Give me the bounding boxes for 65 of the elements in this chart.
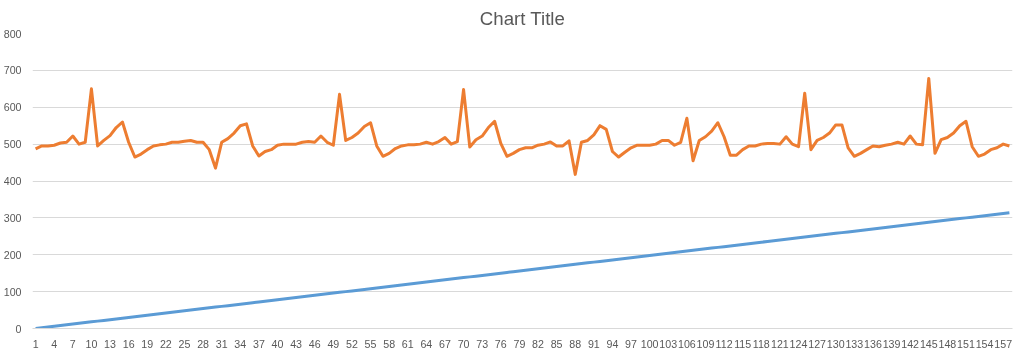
x-tick-label: 7 [69, 337, 76, 350]
x-tick-label: 37 [252, 337, 265, 350]
y-tick-label: 800 [3, 27, 22, 40]
x-tick-label: 31 [215, 337, 228, 350]
line-series [34, 211, 1011, 329]
x-tick-label: 25 [178, 337, 191, 350]
x-tick-label: 124 [789, 337, 808, 350]
x-tick-label: 142 [901, 337, 920, 350]
x-tick-label: 76 [494, 337, 507, 350]
x-tick-label: 115 [734, 337, 752, 350]
y-tick-label: 300 [3, 211, 22, 224]
x-tick-label: 28 [197, 337, 210, 350]
line-series [34, 76, 1011, 176]
x-tick-label: 139 [882, 337, 901, 350]
x-tick-label: 46 [308, 337, 321, 350]
chart-title: Chart Title [479, 7, 565, 29]
x-tick-label: 100 [640, 337, 659, 350]
x-tick-label: 85 [550, 337, 563, 350]
x-tick-label: 22 [159, 337, 172, 350]
x-tick-label: 109 [696, 337, 715, 350]
x-tick-label: 154 [975, 337, 994, 350]
x-tick-label: 70 [457, 337, 470, 350]
y-tick-label: 500 [3, 138, 22, 151]
x-tick-label: 55 [364, 337, 377, 350]
x-tick-label: 4 [51, 337, 58, 350]
x-tick-label: 40 [271, 337, 284, 350]
x-tick-label: 19 [141, 337, 154, 350]
x-tick-label: 79 [513, 337, 526, 350]
x-tick-label: 82 [532, 337, 545, 350]
x-tick-label: 73 [476, 337, 489, 350]
x-tick-label: 13 [104, 337, 117, 350]
x-tick-label: 148 [938, 337, 957, 350]
x-tick-label: 106 [677, 337, 696, 350]
x-tick-label: 118 [752, 337, 770, 350]
x-tick-label: 97 [625, 337, 638, 350]
x-tick-label: 10 [85, 337, 98, 350]
x-tick-label: 67 [439, 337, 451, 350]
x-tick-label: 61 [401, 337, 414, 350]
x-tick-label: 64 [420, 337, 433, 350]
x-tick-label: 1 [32, 337, 39, 350]
x-tick-label: 127 [808, 337, 827, 350]
x-tick-label: 157 [994, 337, 1013, 350]
x-tick-label: 133 [845, 337, 864, 350]
x-tick-label: 49 [327, 337, 340, 350]
x-tick-label: 103 [659, 337, 678, 350]
y-tick-label: 700 [3, 64, 22, 77]
x-tick-label: 130 [826, 337, 845, 350]
x-tick-label: 94 [606, 337, 619, 350]
y-tick-label: 600 [3, 101, 22, 114]
x-tick-label: 52 [346, 337, 358, 350]
y-tick-label: 0 [15, 322, 22, 335]
x-tick-label: 58 [383, 337, 396, 350]
y-tick-label: 100 [3, 285, 22, 298]
x-tick-label: 145 [919, 337, 938, 350]
x-tick-label: 88 [569, 337, 582, 350]
y-tick-label: 200 [3, 248, 22, 261]
x-tick-label: 136 [864, 337, 882, 350]
y-tick-label: 400 [3, 175, 22, 187]
x-tick-label: 91 [587, 337, 600, 350]
x-tick-label: 112 [715, 337, 733, 350]
x-tick-label: 121 [771, 337, 789, 350]
x-tick-label: 16 [122, 337, 135, 350]
x-tick-label: 34 [234, 337, 247, 350]
x-tick-label: 43 [290, 337, 303, 350]
x-tick-label: 151 [957, 337, 975, 350]
